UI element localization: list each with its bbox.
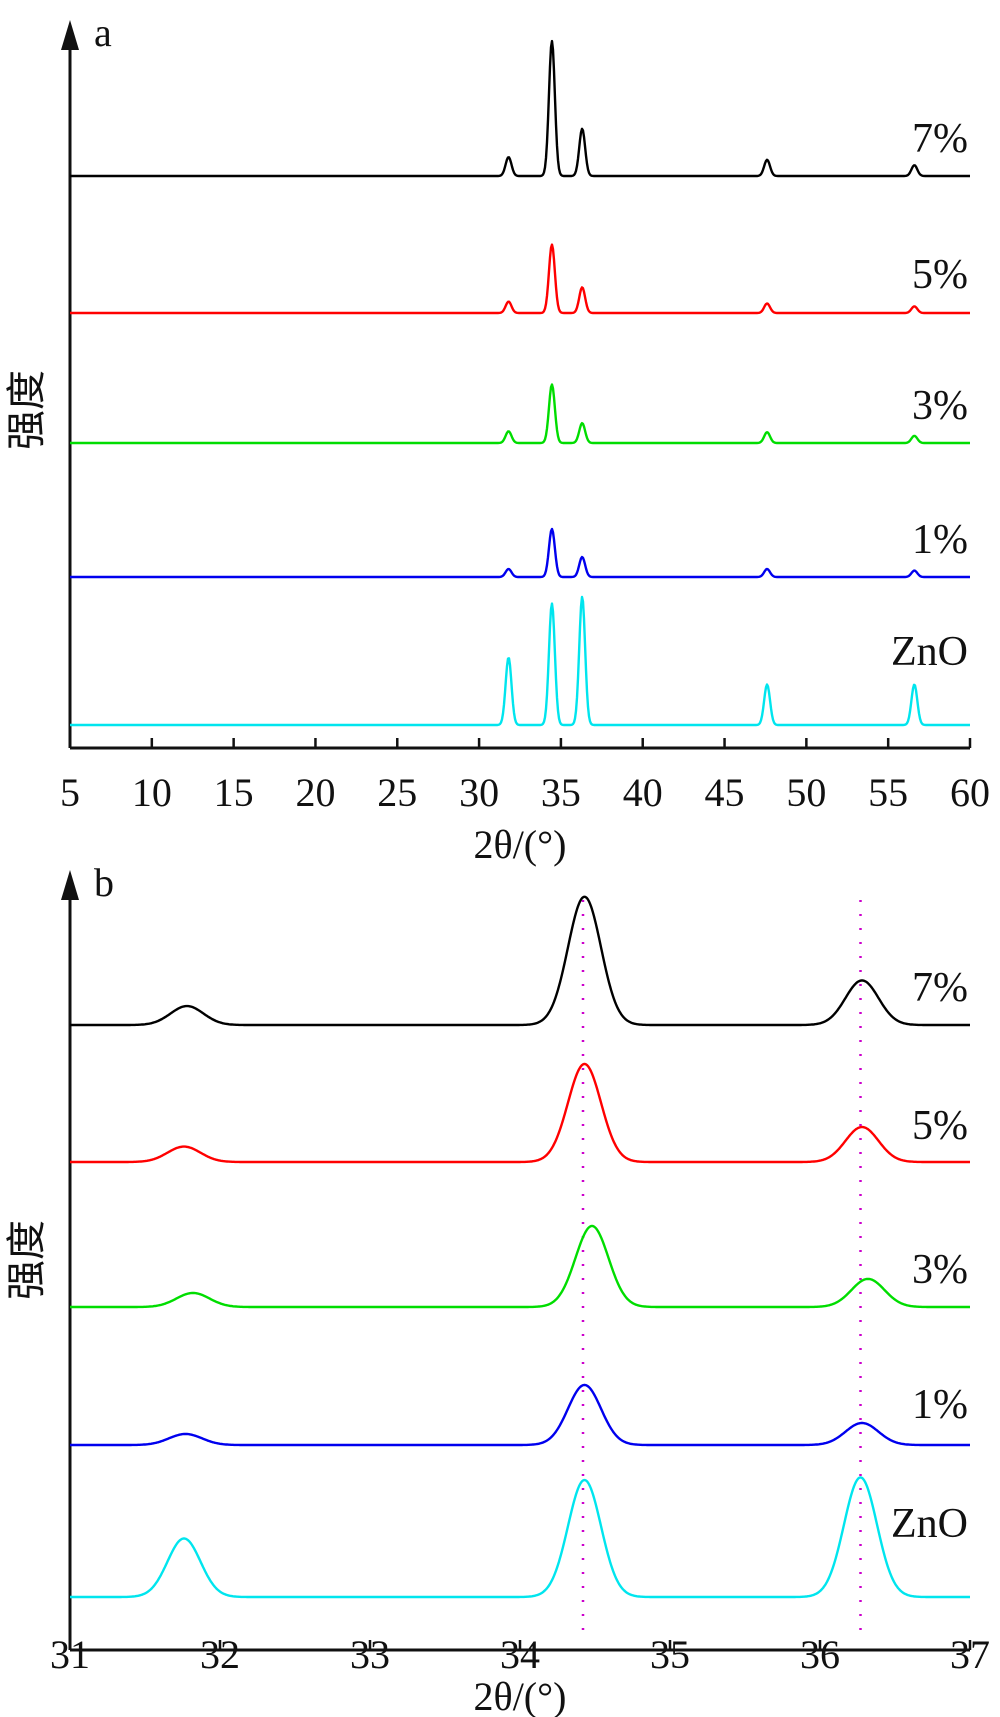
x-tick-label: 32	[200, 1632, 240, 1677]
series-line-5pct	[69, 243, 971, 315]
series-line-zno	[69, 1476, 971, 1599]
x-tick-label: 40	[623, 770, 663, 815]
x-tick-label: 15	[214, 770, 254, 815]
series-line-3pct	[69, 383, 971, 445]
x-tick-label: 33	[350, 1632, 390, 1677]
panel-a: a 5 10 15 20 25 30 35 40 45 50 55 60 2θ/(°) 强度 7% 5% 3% 1%…	[4, 10, 990, 867]
series-label: 1%	[912, 1382, 968, 1428]
x-tick-label: 30	[459, 770, 499, 815]
series-line-5pct	[69, 1062, 971, 1164]
panel-letter: b	[94, 860, 114, 905]
series-label: 7%	[912, 965, 968, 1011]
x-tick-label: 36	[800, 1632, 840, 1677]
series-label: ZnO	[891, 629, 968, 675]
x-tick-label: 10	[132, 770, 172, 815]
x-tick-label: 5	[60, 770, 80, 815]
y-axis-title: 强度	[4, 370, 50, 450]
x-tick-label: 35	[541, 770, 581, 815]
x-tick-label: 34	[500, 1632, 540, 1677]
x-tick-label: 50	[786, 770, 826, 815]
x-tick-label: 60	[950, 770, 990, 815]
series-line-7pct	[69, 39, 971, 178]
y-axis-arrow-icon	[61, 870, 79, 900]
panel-b: b 31 32 33 34 35 36 37 2θ/(°) 强度 7% 5% 3% 1% ZnO	[4, 860, 990, 1717]
series-label: ZnO	[891, 1501, 968, 1547]
x-axis-title: 2θ/(°)	[474, 1674, 567, 1717]
series-label: 3%	[912, 1247, 968, 1293]
series-label: 1%	[912, 517, 968, 563]
x-tick-label: 31	[50, 1632, 90, 1677]
x-tick-label: 20	[295, 770, 335, 815]
series-line-1pct	[69, 527, 971, 579]
x-tick-label: 35	[650, 1632, 690, 1677]
x-tick-label: 25	[377, 770, 417, 815]
x-tick-label: 55	[868, 770, 908, 815]
series-line-7pct	[69, 895, 971, 1027]
x-tick-label: 37	[950, 1632, 990, 1677]
series-line-zno	[69, 595, 971, 727]
series-label: 3%	[912, 383, 968, 429]
series-label: 7%	[912, 116, 968, 162]
y-axis-arrow-icon	[61, 20, 79, 50]
y-axis-title: 强度	[4, 1220, 50, 1300]
x-axis-title: 2θ/(°)	[474, 822, 567, 867]
series-label: 5%	[912, 1103, 968, 1149]
series-line-1pct	[69, 1383, 971, 1447]
panel-letter: a	[94, 10, 112, 55]
x-tick-label: 45	[705, 770, 745, 815]
series-label: 5%	[912, 252, 968, 298]
series-line-3pct	[69, 1224, 971, 1309]
